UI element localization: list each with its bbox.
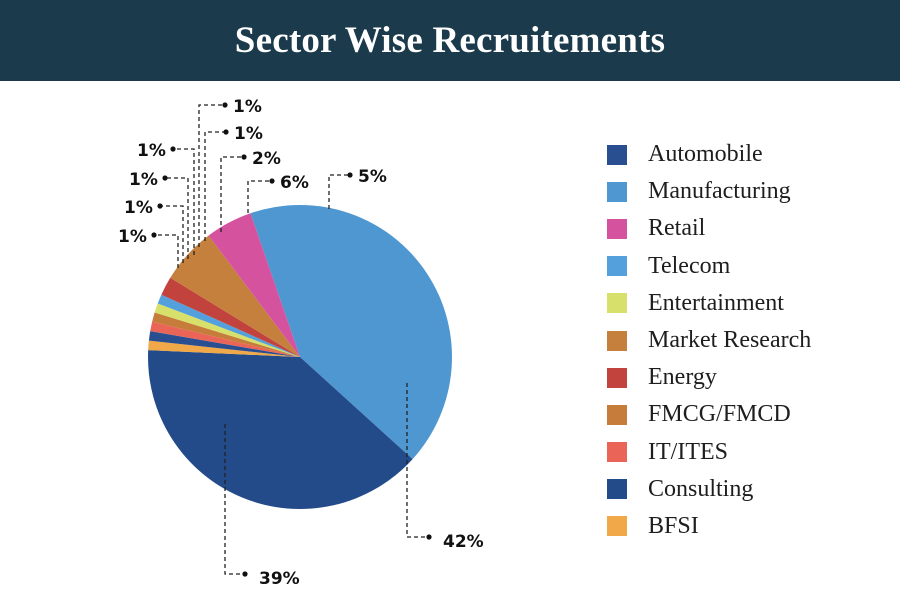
legend-swatch (607, 516, 627, 537)
leader-dot-entertainment (222, 102, 228, 108)
data-label-entertainment: 1% (233, 97, 262, 117)
legend-swatch (607, 330, 627, 351)
legend-label: Entertainment (648, 289, 784, 316)
legend-label: FMCG/FMCD (648, 401, 791, 428)
legend-item-consulting: Consulting (607, 471, 811, 508)
pie-chart: 42% 39% 1% 1% 1% 1% 1% 1% 2% 6% 5% (118, 97, 484, 589)
title-bar: Sector Wise Recruitements (0, 0, 900, 81)
chart-legend: Automobile Manufacturing Retail Telecom Ente… (607, 136, 811, 545)
legend-item-automobile: Automobile (607, 136, 811, 173)
data-label-automobile: 1% (124, 198, 153, 218)
legend-item-entertainment: Entertainment (607, 285, 811, 322)
legend-label: Market Research (648, 327, 812, 354)
data-label-retail: 5% (358, 167, 387, 187)
data-label-market-research: 6% (280, 173, 309, 193)
pie-slice-entertainment (154, 303, 300, 357)
legend-item-it-ites: IT/ITES (607, 434, 811, 471)
pie-slice-automobile (148, 331, 300, 357)
pie-slice-retail (208, 213, 300, 357)
data-label-fmcg-fmcd: 1% (137, 141, 166, 161)
chart-title: Sector Wise Recruitements (234, 20, 666, 61)
pie-slice-consulting (148, 350, 413, 509)
leader-dot-retail (347, 172, 353, 178)
legend-swatch (607, 479, 627, 500)
leader-dot-manufacturing (426, 534, 432, 540)
legend-swatch (607, 218, 627, 239)
leader-dot-market-research (269, 178, 275, 184)
data-label-bfsi: 1% (118, 227, 147, 247)
legend-label: Automobile (648, 141, 763, 168)
data-label-telecom: 1% (234, 124, 263, 144)
legend-item-energy: Energy (607, 359, 811, 396)
leader-dot-it-ites (162, 175, 168, 181)
leader-line-consulting (224, 424, 245, 575)
data-label-energy: 2% (252, 149, 281, 169)
leader-line-it-ites (165, 177, 189, 259)
legend-label: IT/ITES (648, 438, 728, 465)
legend-item-market-research: Market Research (607, 322, 811, 359)
legend-label: Retail (648, 215, 706, 242)
leader-dot-bfsi (151, 232, 157, 238)
legend-item-manufacturing: Manufacturing (607, 173, 811, 210)
legend-item-fmcg-fmcd: FMCG/FMCD (607, 396, 811, 433)
leader-dot-telecom (223, 129, 229, 135)
leader-dot-automobile (157, 203, 163, 209)
legend-label: BFSI (648, 512, 699, 539)
legend-swatch (607, 256, 627, 277)
legend-label: Energy (648, 364, 717, 391)
pie-slice-fmcg-fmcd (152, 312, 300, 357)
pie-slice-telecom (157, 294, 300, 357)
leader-line-bfsi (154, 234, 179, 268)
legend-label: Telecom (648, 252, 731, 279)
leader-dot-fmcg-fmcd (170, 146, 176, 152)
legend-swatch (607, 144, 627, 165)
leader-dot-consulting (242, 571, 248, 577)
leader-line-automobile (160, 205, 184, 263)
data-label-consulting: 39% (259, 569, 300, 589)
data-label-manufacturing: 42% (443, 532, 484, 552)
legend-label: Consulting (648, 475, 754, 502)
pie-slice-bfsi (148, 340, 300, 357)
pie-slice-it-ites (150, 321, 300, 357)
legend-label: Manufacturing (648, 178, 791, 205)
pie-slice-market-research (170, 235, 300, 357)
leader-line-retail (328, 174, 350, 209)
leader-line-energy (220, 156, 244, 232)
legend-item-bfsi: BFSI (607, 508, 811, 545)
pie-slice-energy (161, 277, 300, 357)
legend-swatch (607, 181, 627, 202)
legend-item-retail: Retail (607, 210, 811, 247)
leader-line-manufacturing (406, 383, 429, 538)
pie-slice-manufacturing (250, 204, 452, 460)
leader-line-fmcg-fmcd (173, 148, 195, 255)
legend-item-telecom: Telecom (607, 248, 811, 285)
leader-line-telecom (204, 131, 226, 241)
leader-line-market-research (247, 180, 272, 213)
leader-line-entertainment (198, 104, 225, 247)
legend-swatch (607, 293, 627, 314)
legend-swatch (607, 367, 627, 388)
legend-swatch (607, 404, 627, 425)
leader-dot-energy (241, 154, 247, 160)
legend-swatch (607, 442, 627, 463)
data-label-it-ites: 1% (129, 170, 158, 190)
